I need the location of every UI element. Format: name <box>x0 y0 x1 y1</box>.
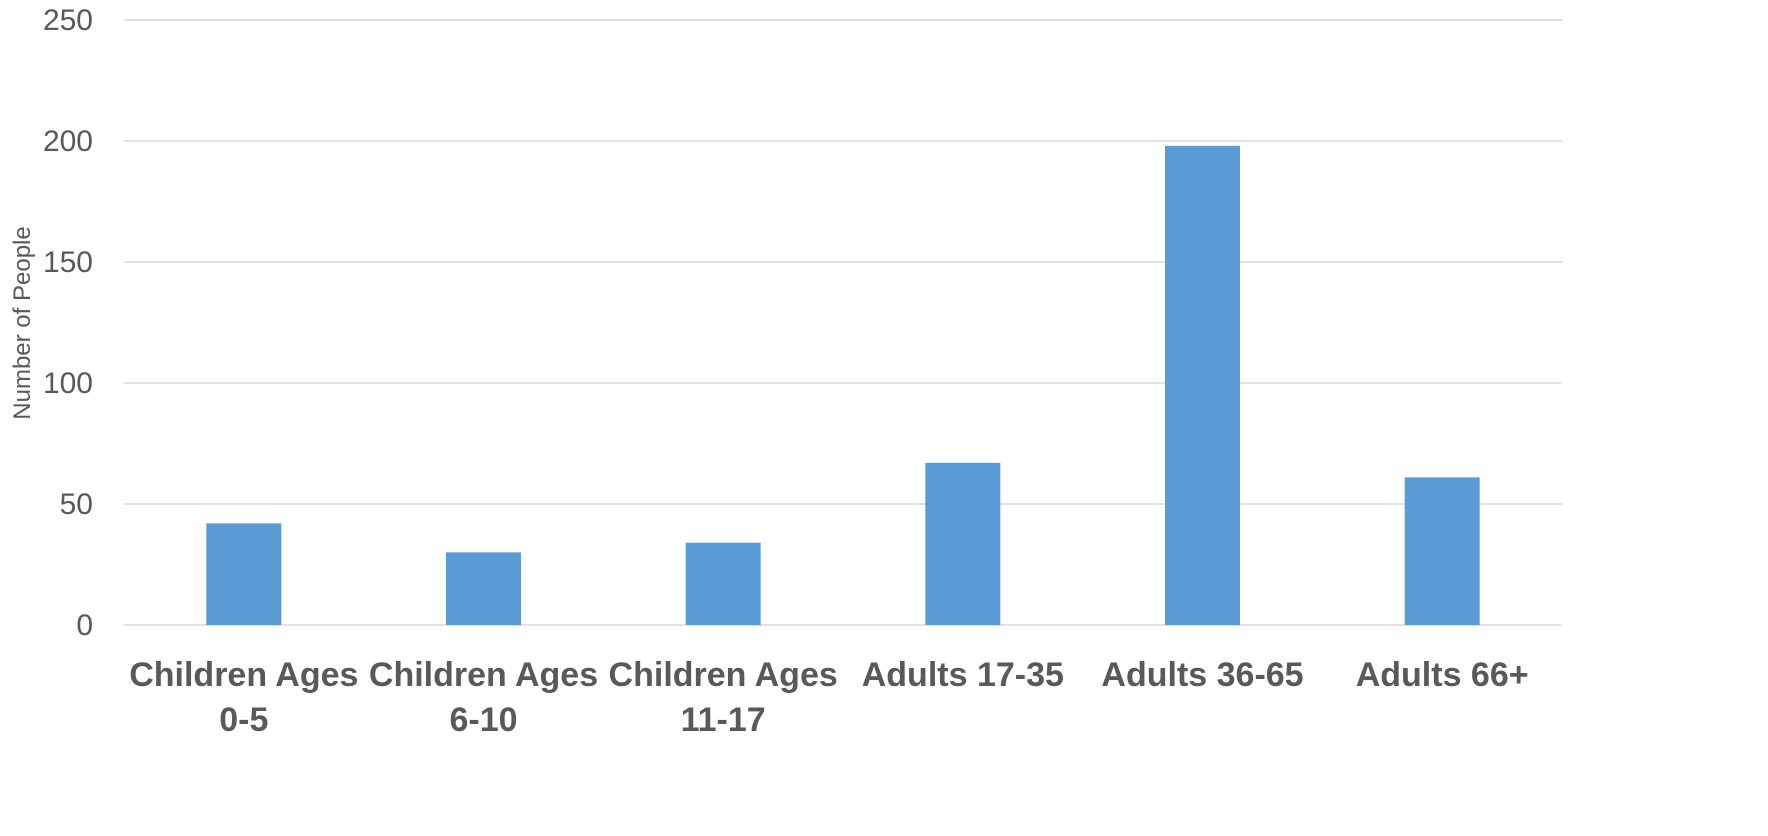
x-axis-ticks: Children Ages 0-5 Children Ages 6-10 Childre… <box>129 656 1528 739</box>
y-tick-label: 0 <box>76 609 93 642</box>
x-tick-label: 6-10 <box>449 701 517 739</box>
y-tick-label: 100 <box>43 367 93 400</box>
bars <box>206 145 1480 625</box>
x-tick-label: 11-17 <box>681 701 766 739</box>
y-tick-label: 150 <box>43 246 93 279</box>
y-axis-title: Number of People <box>9 226 36 419</box>
bar <box>1165 145 1240 625</box>
bar <box>206 523 282 625</box>
x-tick-label: Children Ages <box>609 656 838 694</box>
bar <box>1404 477 1480 625</box>
gridlines <box>124 19 1562 626</box>
bar <box>685 542 761 625</box>
x-tick-label: 0-5 <box>219 701 268 739</box>
x-tick-label: Adults 36-65 <box>1101 656 1303 694</box>
y-tick-label: 50 <box>60 488 93 521</box>
y-tick-label: 250 <box>43 4 93 37</box>
bar <box>925 462 1001 625</box>
x-tick-label: Children Ages <box>129 656 358 694</box>
x-tick-label: Children Ages <box>369 656 598 694</box>
x-tick-label: Adults 17-35 <box>862 656 1064 694</box>
x-tick-label: Adults 66+ <box>1356 656 1529 694</box>
bar <box>446 552 521 625</box>
y-axis-ticks: 0 50 100 150 200 250 <box>43 4 93 642</box>
y-tick-label: 200 <box>43 125 93 158</box>
